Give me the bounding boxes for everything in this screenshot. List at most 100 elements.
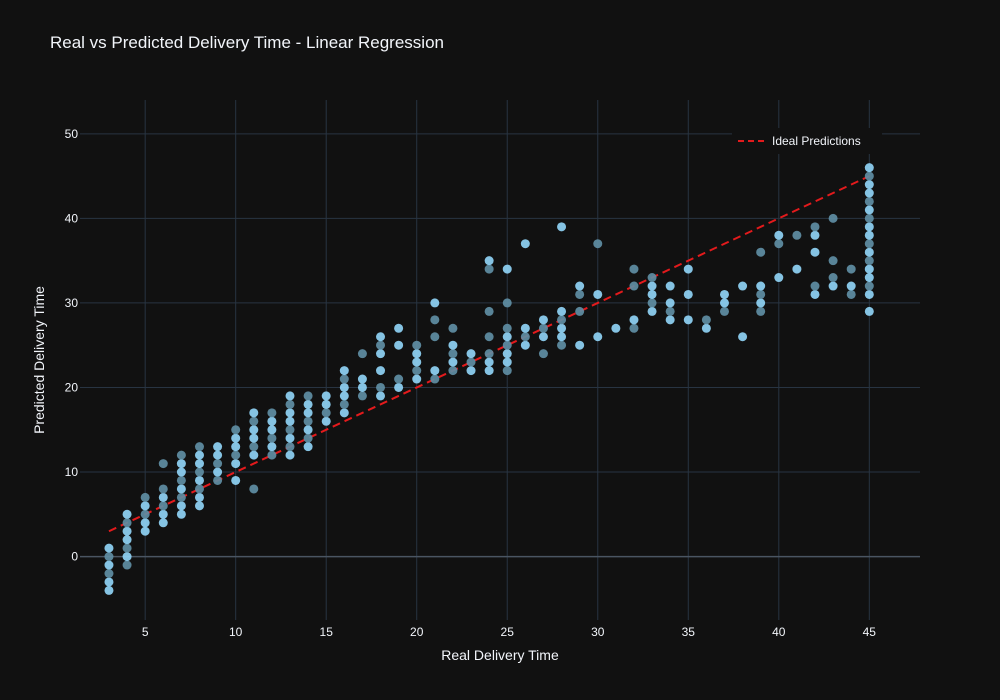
data-point bbox=[357, 349, 367, 359]
data-point bbox=[448, 366, 458, 376]
data-point bbox=[557, 222, 567, 232]
data-point bbox=[104, 568, 114, 578]
data-point bbox=[484, 349, 494, 359]
data-point bbox=[176, 459, 186, 469]
data-point bbox=[502, 366, 512, 376]
data-point bbox=[864, 213, 874, 223]
data-point bbox=[249, 484, 259, 494]
data-point bbox=[140, 492, 150, 502]
data-point bbox=[357, 374, 367, 384]
data-point bbox=[864, 247, 874, 257]
data-point bbox=[321, 416, 331, 426]
data-point bbox=[231, 433, 241, 443]
data-point bbox=[430, 298, 440, 308]
data-point bbox=[394, 374, 404, 384]
data-point bbox=[267, 408, 277, 418]
legend[interactable]: Ideal Predictions bbox=[732, 128, 882, 154]
data-point bbox=[647, 281, 657, 291]
data-point bbox=[448, 340, 458, 350]
data-point bbox=[683, 264, 693, 274]
data-point bbox=[828, 273, 838, 283]
data-point bbox=[520, 239, 530, 249]
data-point bbox=[430, 374, 440, 384]
data-point bbox=[864, 230, 874, 240]
data-point bbox=[267, 433, 277, 443]
data-point bbox=[303, 442, 313, 452]
data-point bbox=[376, 332, 386, 342]
data-point bbox=[339, 366, 349, 376]
data-point bbox=[430, 366, 440, 376]
data-point bbox=[176, 450, 186, 460]
data-point bbox=[810, 230, 820, 240]
data-point bbox=[122, 518, 132, 528]
tick-labels: 5 10 15 20 25 30 35 40 45 0 10 20 30 40 50 bbox=[65, 127, 877, 639]
data-point bbox=[846, 281, 856, 291]
chart-title: Real vs Predicted Delivery Time - Linear… bbox=[50, 33, 444, 52]
data-point bbox=[194, 459, 204, 469]
data-point bbox=[249, 450, 259, 460]
data-point bbox=[267, 442, 277, 452]
data-point bbox=[756, 247, 766, 257]
data-point bbox=[647, 298, 657, 308]
data-point bbox=[575, 340, 585, 350]
data-point bbox=[140, 518, 150, 528]
data-point bbox=[158, 509, 168, 519]
data-point bbox=[140, 526, 150, 536]
y-axis-title: Predicted Delivery Time bbox=[31, 286, 47, 434]
data-point bbox=[376, 382, 386, 392]
data-point bbox=[756, 298, 766, 308]
x-tick-label: 15 bbox=[320, 625, 334, 639]
data-point bbox=[502, 340, 512, 350]
data-point bbox=[176, 475, 186, 485]
data-point bbox=[538, 315, 548, 325]
data-point bbox=[864, 239, 874, 249]
data-point bbox=[213, 475, 223, 485]
data-point bbox=[502, 264, 512, 274]
data-point bbox=[213, 467, 223, 477]
data-point bbox=[593, 239, 603, 249]
data-point bbox=[412, 349, 422, 359]
data-point bbox=[249, 442, 259, 452]
data-point bbox=[176, 492, 186, 502]
data-point bbox=[267, 425, 277, 435]
data-point bbox=[611, 323, 621, 333]
data-point bbox=[502, 332, 512, 342]
data-point bbox=[158, 484, 168, 494]
data-point bbox=[665, 315, 675, 325]
data-point bbox=[122, 543, 132, 553]
data-point bbox=[267, 416, 277, 426]
data-point bbox=[738, 281, 748, 291]
data-point bbox=[176, 509, 186, 519]
data-point bbox=[520, 340, 530, 350]
y-tick-label: 10 bbox=[65, 465, 79, 479]
data-point bbox=[285, 399, 295, 409]
x-tick-label: 40 bbox=[772, 625, 786, 639]
data-point bbox=[719, 289, 729, 299]
data-point bbox=[466, 357, 476, 367]
data-point bbox=[719, 306, 729, 316]
x-tick-label: 5 bbox=[142, 625, 149, 639]
data-point bbox=[557, 323, 567, 333]
data-point bbox=[864, 306, 874, 316]
x-tick-label: 30 bbox=[591, 625, 605, 639]
data-point bbox=[140, 509, 150, 519]
y-tick-label: 0 bbox=[71, 550, 78, 564]
data-point bbox=[557, 332, 567, 342]
data-point bbox=[810, 222, 820, 232]
data-point bbox=[647, 306, 657, 316]
data-point bbox=[122, 552, 132, 562]
data-point bbox=[357, 391, 367, 401]
x-tick-label: 10 bbox=[229, 625, 243, 639]
data-point bbox=[647, 289, 657, 299]
data-point bbox=[430, 315, 440, 325]
data-point bbox=[357, 382, 367, 392]
data-point bbox=[828, 213, 838, 223]
data-point bbox=[285, 391, 295, 401]
data-point bbox=[484, 264, 494, 274]
data-point bbox=[376, 340, 386, 350]
data-point bbox=[412, 340, 422, 350]
data-point bbox=[557, 340, 567, 350]
data-point bbox=[846, 289, 856, 299]
data-point bbox=[828, 281, 838, 291]
